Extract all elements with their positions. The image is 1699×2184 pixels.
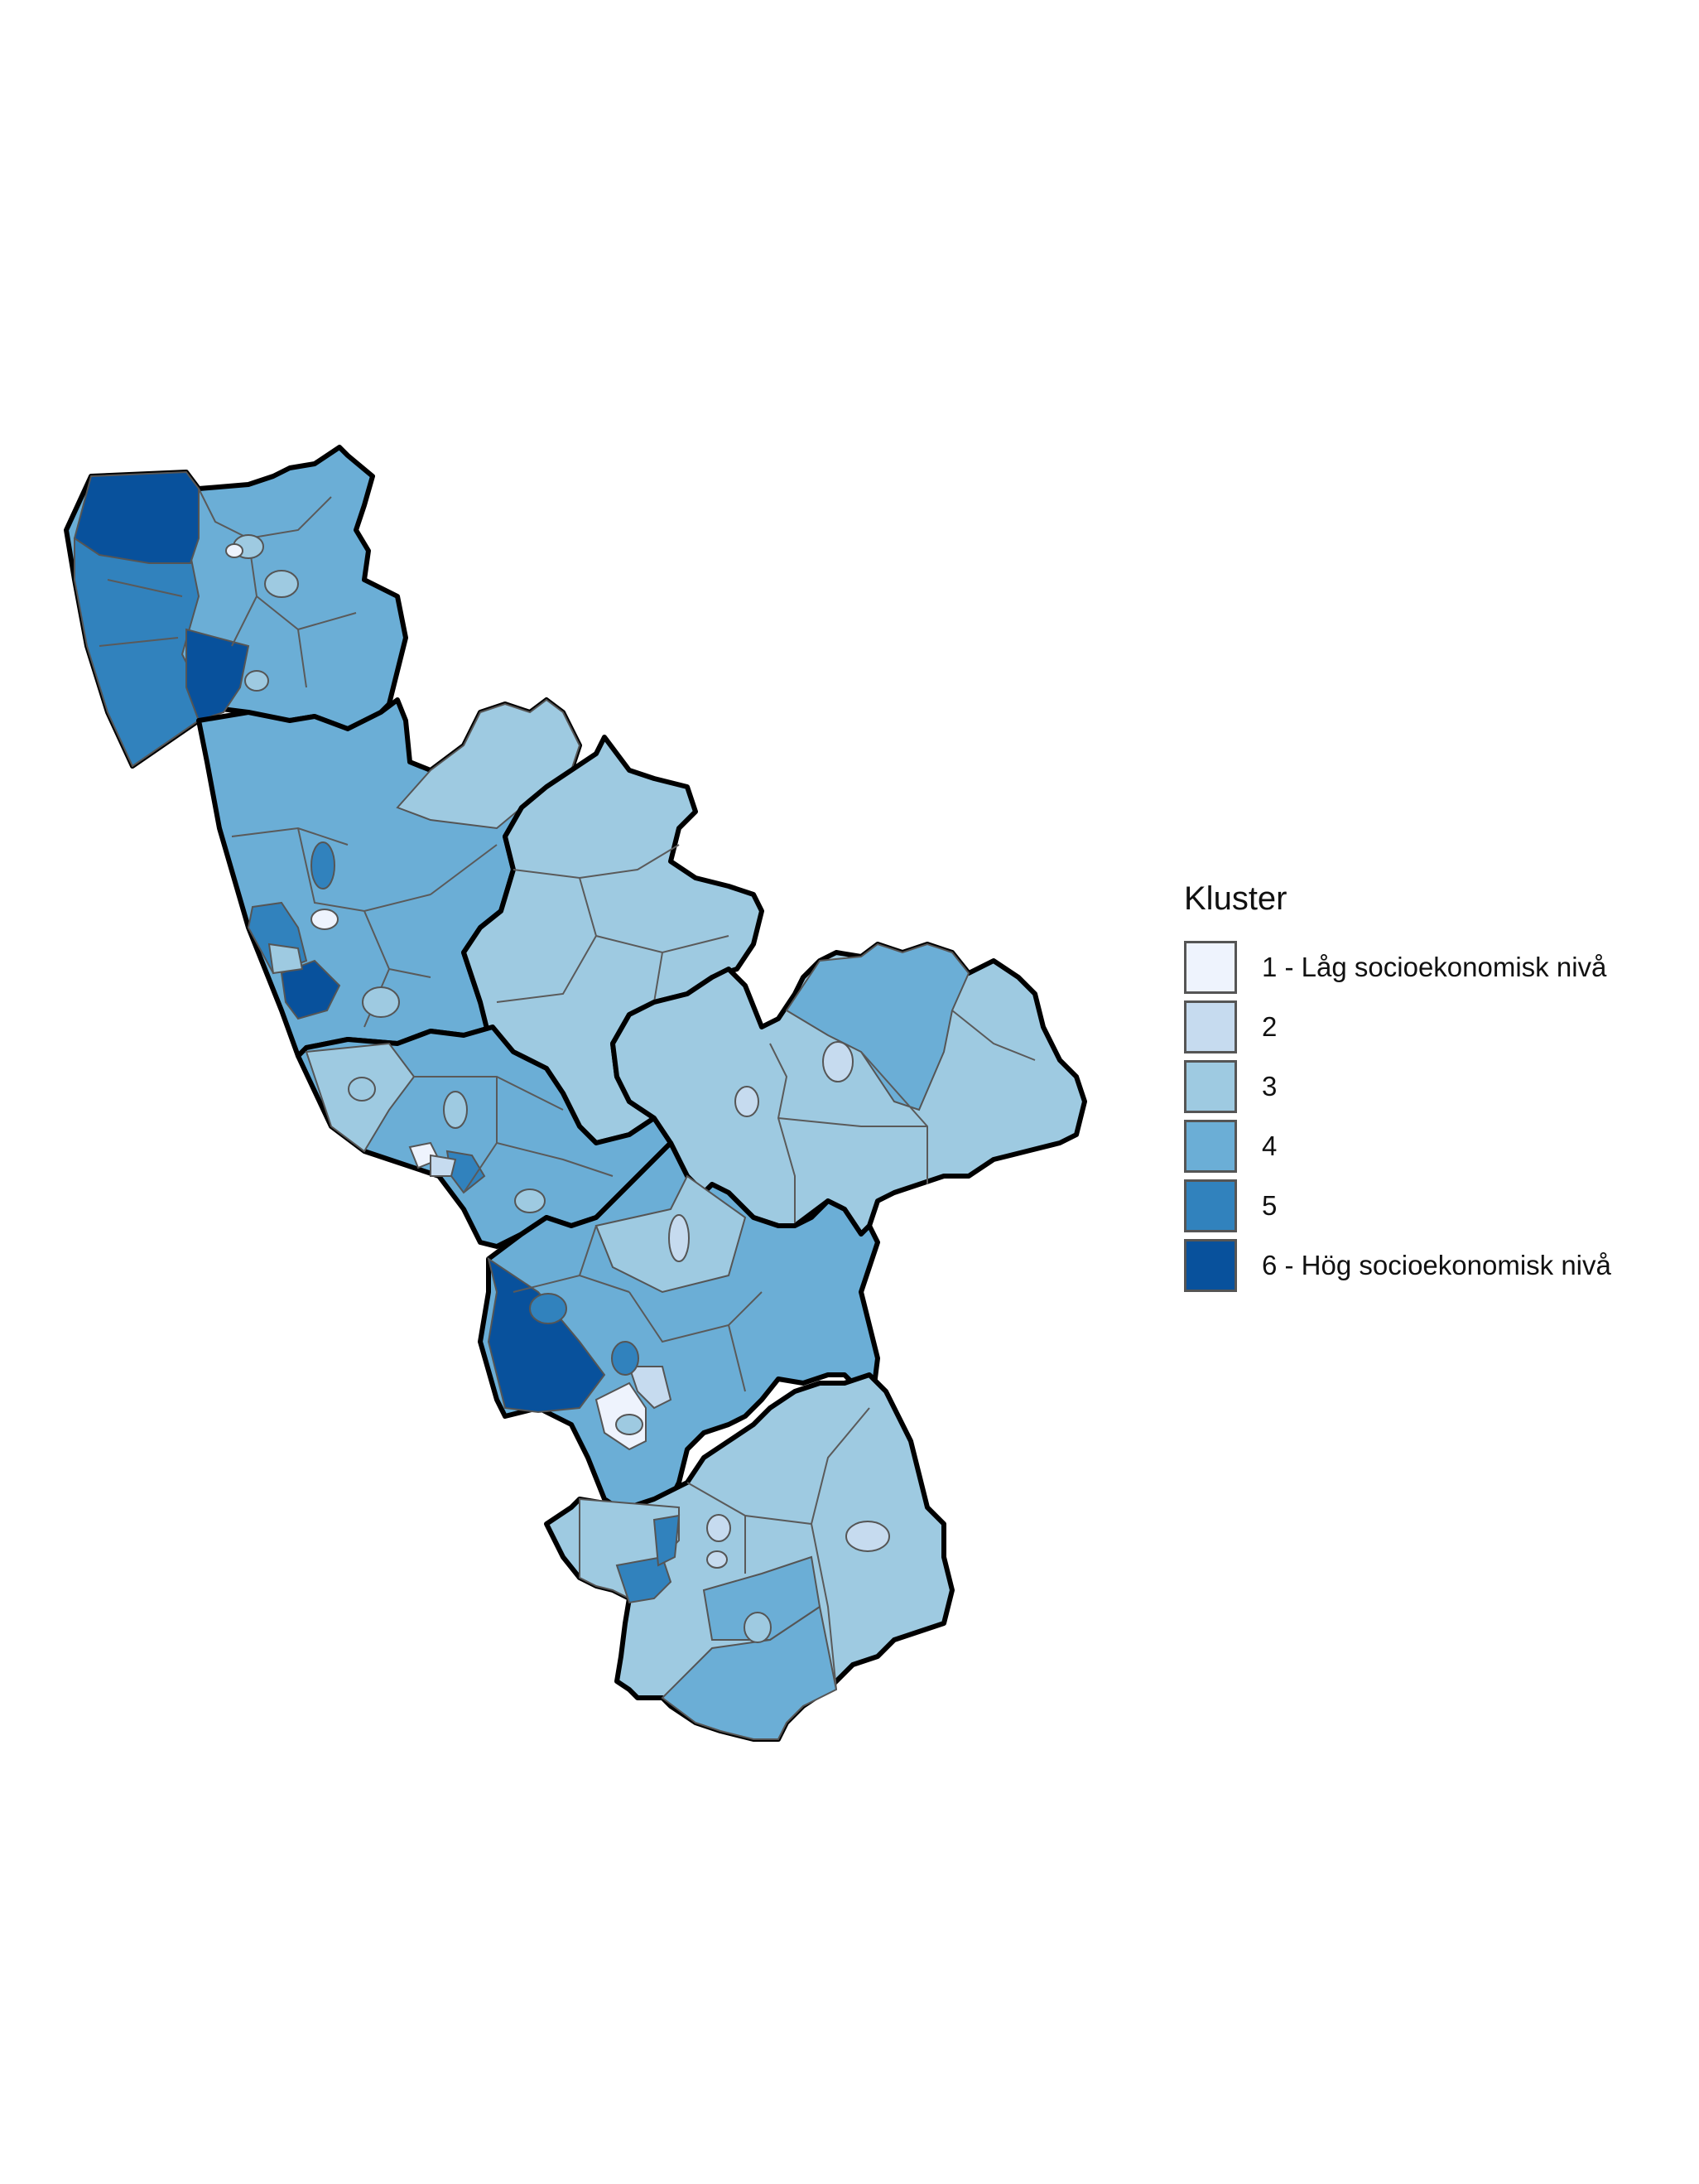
legend-swatch-1 bbox=[1184, 941, 1237, 994]
legend-swatch-4 bbox=[1184, 1120, 1237, 1173]
legend-swatch-2 bbox=[1184, 1000, 1237, 1053]
legend-item-3: 3 bbox=[1184, 1057, 1681, 1116]
legend-label-1: 1 - Låg socioekonomisk nivå bbox=[1262, 952, 1607, 982]
municipality-south bbox=[544, 1372, 955, 1742]
legend-swatch-3 bbox=[1184, 1060, 1237, 1113]
legend-label-4: 4 bbox=[1262, 1131, 1278, 1161]
legend-label-2: 2 bbox=[1262, 1011, 1278, 1042]
legend-label-5: 5 bbox=[1262, 1190, 1278, 1221]
legend: Kluster 1 - Låg socioekonomisk nivå 2 3 … bbox=[1184, 880, 1681, 1295]
legend-swatch-5 bbox=[1184, 1179, 1237, 1232]
legend-label-6: 6 - Hög socioekonomisk nivå bbox=[1262, 1250, 1611, 1280]
municipality-inland-east bbox=[610, 942, 1087, 1237]
legend-item-5: 5 bbox=[1184, 1176, 1681, 1236]
municipality-coast-south bbox=[478, 1140, 880, 1518]
legend-title: Kluster bbox=[1184, 880, 1287, 917]
legend-item-4: 4 bbox=[1184, 1116, 1681, 1176]
legend-swatch-6 bbox=[1184, 1239, 1237, 1292]
legend-item-6: 6 - Hög socioekonomisk nivå bbox=[1184, 1236, 1681, 1295]
municipality-coast-central bbox=[296, 1025, 673, 1249]
legend-item-1: 1 - Låg socioekonomisk nivå bbox=[1184, 938, 1681, 997]
legend-item-2: 2 bbox=[1184, 997, 1681, 1057]
municipality-north bbox=[64, 445, 408, 769]
legend-label-3: 3 bbox=[1262, 1071, 1278, 1102]
municipality-coast-upper bbox=[196, 697, 582, 1058]
